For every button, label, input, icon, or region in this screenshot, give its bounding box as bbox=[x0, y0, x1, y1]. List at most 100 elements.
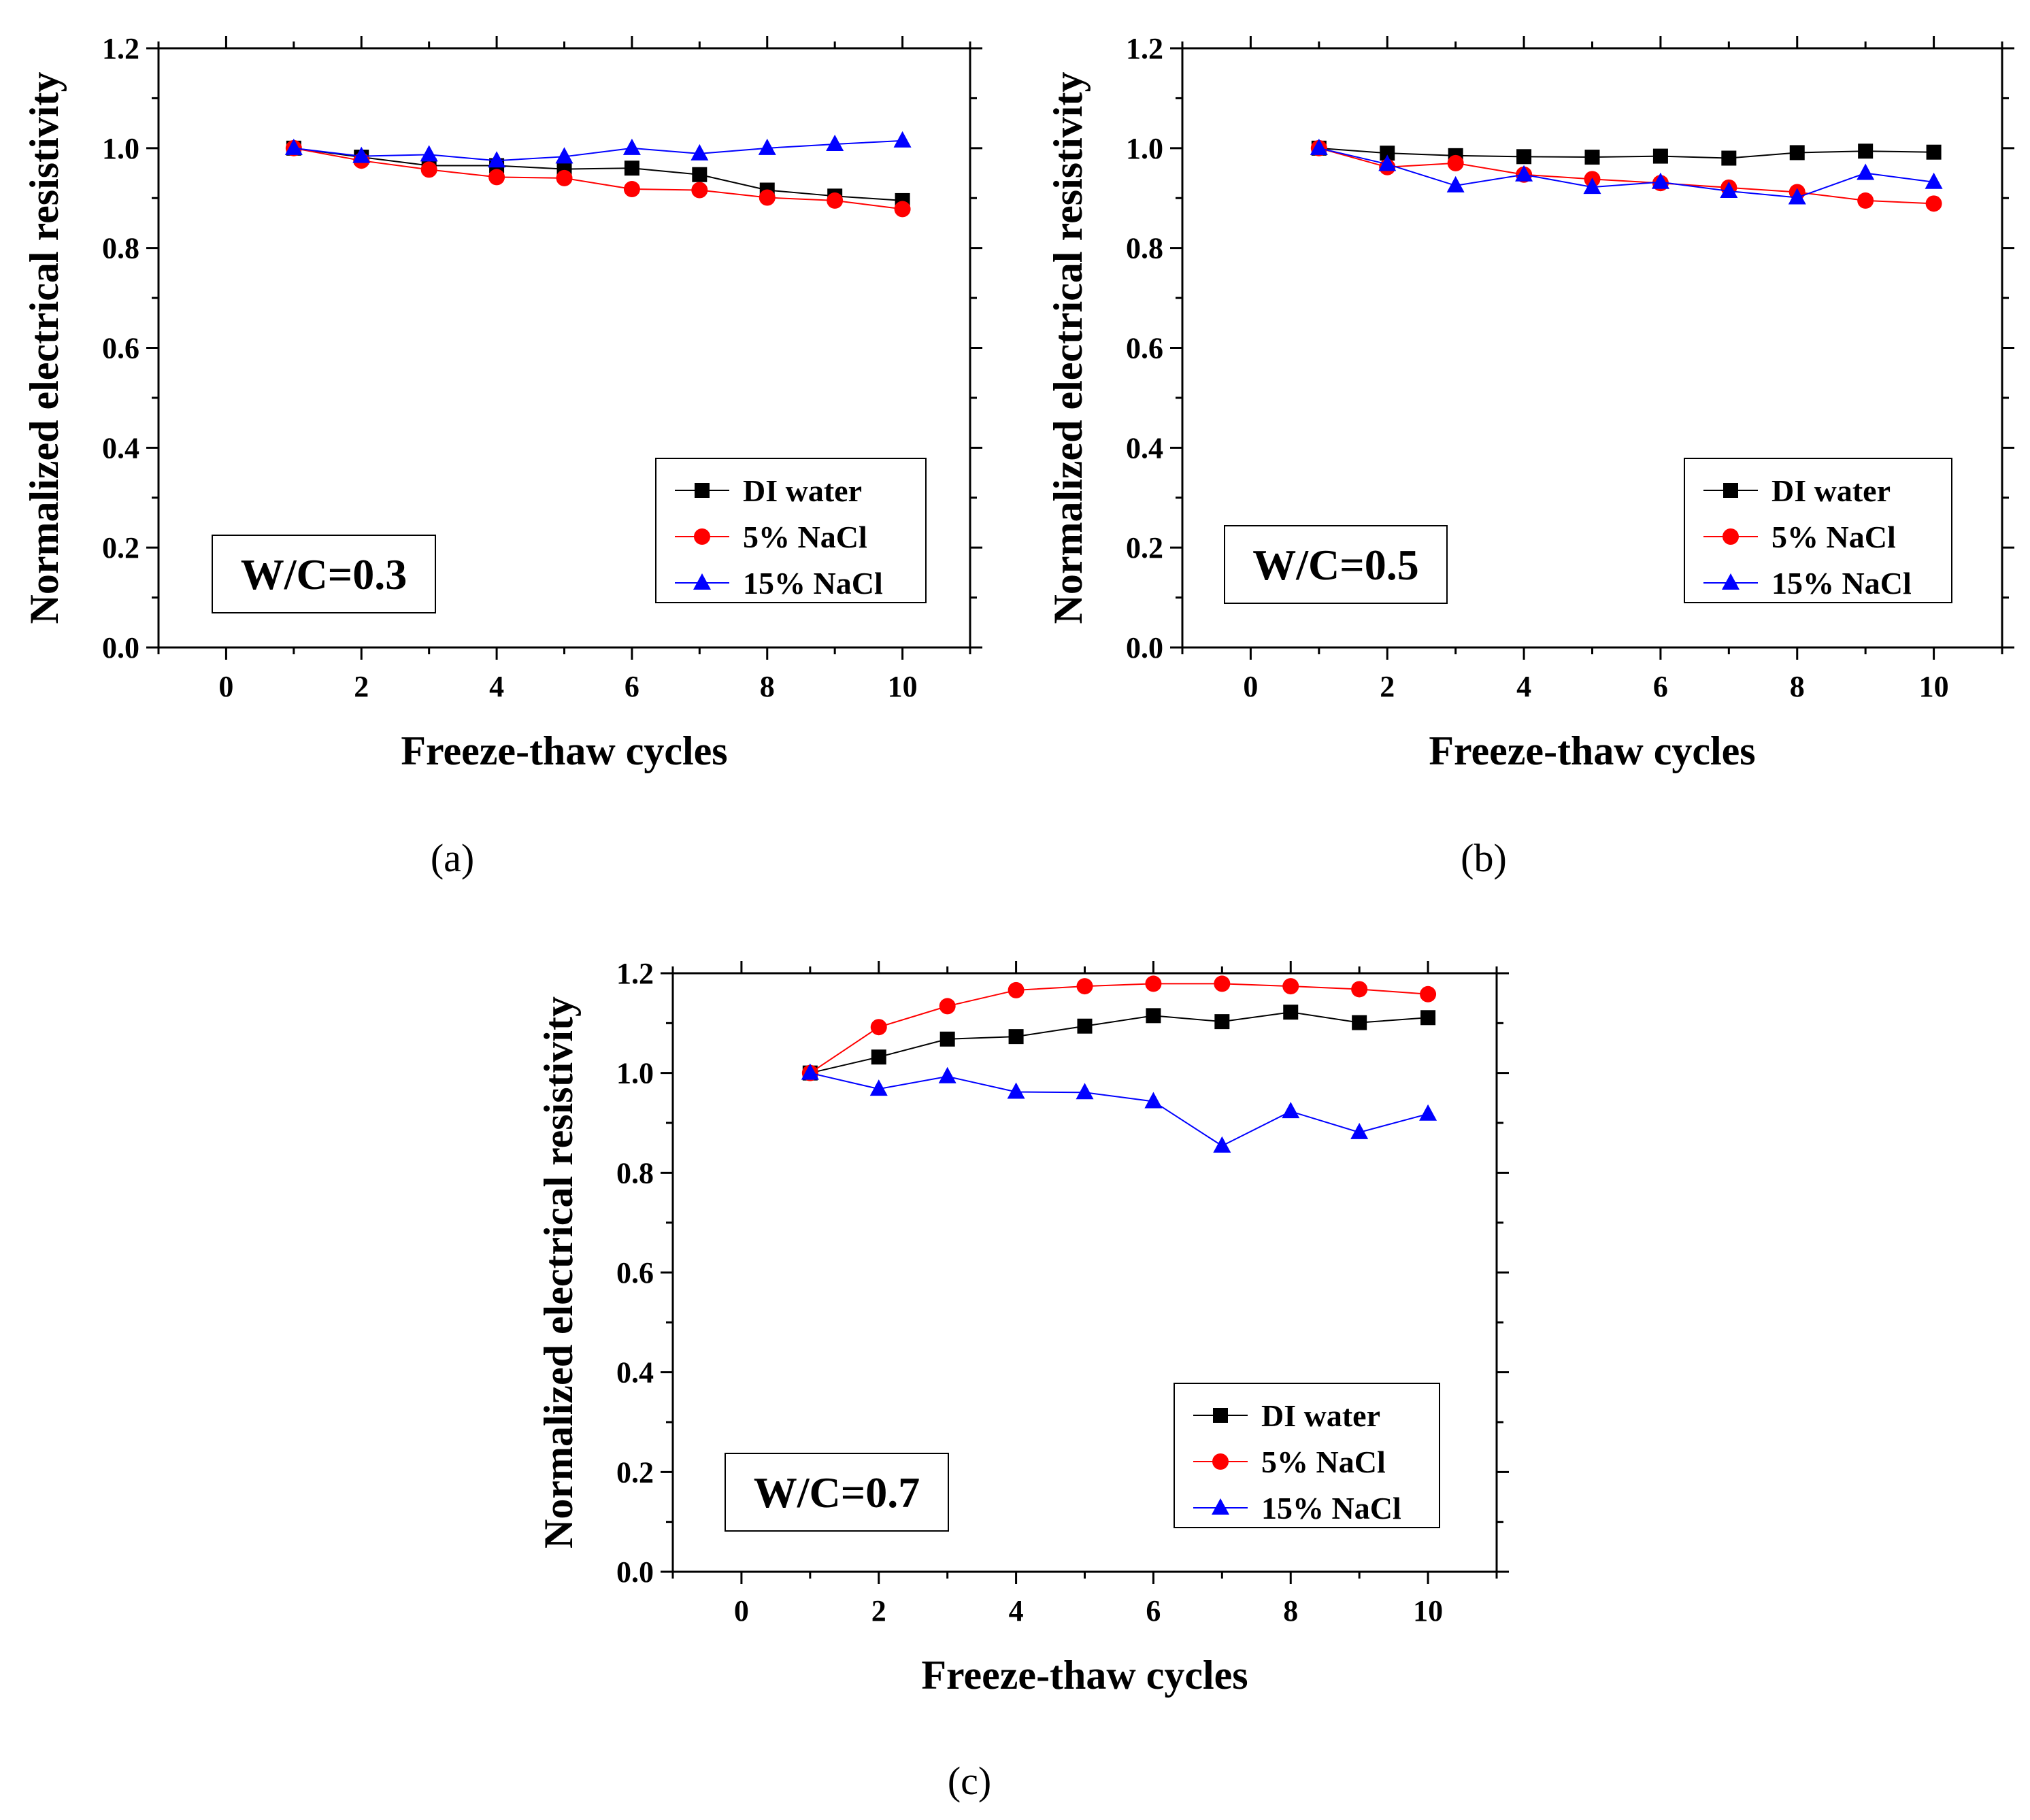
data-point-15-nacl bbox=[1310, 138, 1328, 155]
series-line-15-nacl bbox=[293, 139, 903, 162]
y-tick-label: 0.8 bbox=[102, 232, 139, 265]
panel-label: (b) bbox=[1461, 836, 1507, 880]
legend-label: DI water bbox=[1261, 1398, 1380, 1433]
x-tick-label: 0 bbox=[734, 1594, 749, 1628]
data-point-15-nacl bbox=[826, 134, 844, 151]
x-tick-label: 4 bbox=[1516, 670, 1531, 703]
y-axis-label: Normalized electrical resistivity bbox=[1046, 72, 1091, 624]
y-tick-label: 0.2 bbox=[1126, 531, 1163, 564]
data-point-15-nacl bbox=[1213, 1136, 1231, 1153]
x-axis-label: Freeze-thaw cycles bbox=[1429, 728, 1755, 773]
legend-marker bbox=[1212, 1453, 1229, 1470]
x-tick-label: 4 bbox=[489, 670, 504, 703]
data-point-di-water bbox=[939, 1031, 955, 1047]
y-tick-label: 1.2 bbox=[616, 957, 654, 990]
series-line-di-water bbox=[293, 147, 903, 201]
data-point-di-water bbox=[1008, 1029, 1024, 1045]
x-tick-label: 6 bbox=[1653, 670, 1668, 703]
x-tick-label: 2 bbox=[1380, 670, 1395, 703]
x-tick-label: 0 bbox=[218, 670, 233, 703]
data-point-5-nacl bbox=[939, 998, 956, 1015]
y-tick-label: 1.0 bbox=[102, 132, 139, 165]
data-point-di-water bbox=[1380, 146, 1395, 161]
legend-label: 15% NaCl bbox=[743, 566, 883, 601]
legend-label: 15% NaCl bbox=[1771, 566, 1912, 601]
wc-annotation: W/C=0.7 bbox=[754, 1468, 920, 1517]
data-point-15-nacl bbox=[1350, 1122, 1369, 1139]
data-point-di-water bbox=[1858, 144, 1874, 159]
wc-annotation: W/C=0.3 bbox=[241, 550, 407, 599]
y-tick-label: 1.0 bbox=[1126, 132, 1163, 165]
data-point-15-nacl bbox=[1788, 188, 1806, 205]
x-tick-label: 10 bbox=[1413, 1594, 1443, 1628]
wc-annotation-box bbox=[725, 1453, 949, 1532]
data-point-5-nacl bbox=[1925, 195, 1942, 212]
x-tick-label: 6 bbox=[1146, 1594, 1161, 1628]
x-tick-label: 0 bbox=[1243, 670, 1258, 703]
y-tick-label: 0.4 bbox=[1126, 431, 1163, 465]
series-line-15-nacl bbox=[810, 1072, 1429, 1147]
data-point-di-water bbox=[1721, 150, 1737, 166]
wc-annotation: W/C=0.5 bbox=[1252, 541, 1418, 589]
data-point-15-nacl bbox=[1857, 163, 1875, 180]
x-tick-label: 8 bbox=[1790, 670, 1805, 703]
y-tick-label: 0.0 bbox=[616, 1555, 654, 1589]
y-tick-label: 0.8 bbox=[616, 1156, 654, 1190]
data-point-15-nacl bbox=[420, 145, 438, 162]
data-point-5-nacl bbox=[1351, 981, 1368, 998]
data-point-5-nacl bbox=[1282, 978, 1299, 995]
wc-annotation-box bbox=[212, 535, 436, 613]
data-point-15-nacl bbox=[284, 138, 303, 155]
y-tick-label: 0.0 bbox=[1126, 631, 1163, 664]
data-point-15-nacl bbox=[869, 1079, 888, 1096]
data-point-15-nacl bbox=[1007, 1082, 1025, 1099]
legend-marker bbox=[1212, 1498, 1229, 1515]
data-point-di-water bbox=[871, 1049, 886, 1065]
data-point-5-nacl bbox=[1008, 981, 1025, 998]
series-line-5-nacl bbox=[1318, 147, 1934, 205]
data-point-di-water bbox=[1652, 148, 1668, 164]
data-point-di-water bbox=[1077, 1018, 1093, 1034]
panel-label: (c) bbox=[948, 1759, 991, 1803]
data-point-5-nacl bbox=[827, 192, 844, 209]
legend-label: 5% NaCl bbox=[1261, 1445, 1386, 1479]
series-line-di-water bbox=[810, 1011, 1429, 1074]
data-point-15-nacl bbox=[1925, 172, 1943, 189]
data-point-15-nacl bbox=[1144, 1092, 1163, 1109]
legend-marker bbox=[1722, 573, 1740, 590]
wc-annotation-box bbox=[1224, 525, 1448, 604]
x-axis-label: Freeze-thaw cycles bbox=[921, 1653, 1248, 1698]
data-point-5-nacl bbox=[1420, 985, 1437, 1002]
data-point-15-nacl bbox=[555, 147, 573, 164]
legend-marker bbox=[694, 528, 710, 545]
data-point-15-nacl bbox=[352, 146, 371, 163]
data-point-15-nacl bbox=[1419, 1104, 1437, 1121]
legend-label: 5% NaCl bbox=[1771, 520, 1896, 554]
data-point-di-water bbox=[1789, 145, 1805, 161]
panel-label: (a) bbox=[431, 836, 474, 880]
x-tick-label: 2 bbox=[871, 1594, 886, 1628]
data-point-15-nacl bbox=[938, 1066, 956, 1083]
data-point-5-nacl bbox=[691, 182, 708, 199]
y-tick-label: 0.6 bbox=[102, 332, 139, 365]
x-tick-label: 2 bbox=[354, 670, 369, 703]
legend-marker bbox=[693, 573, 711, 590]
data-point-5-nacl bbox=[488, 169, 505, 186]
data-point-5-nacl bbox=[1145, 975, 1162, 992]
y-tick-label: 0.2 bbox=[102, 531, 139, 564]
data-point-15-nacl bbox=[690, 144, 709, 161]
y-tick-label: 0.8 bbox=[1126, 232, 1163, 265]
data-point-di-water bbox=[624, 161, 639, 176]
series-line-15-nacl bbox=[1318, 147, 1934, 199]
data-point-5-nacl bbox=[1857, 192, 1874, 209]
data-point-di-water bbox=[1420, 1010, 1436, 1026]
legend-label: DI water bbox=[743, 473, 862, 508]
data-point-15-nacl bbox=[1583, 178, 1601, 195]
legend-marker bbox=[1723, 483, 1738, 498]
data-point-15-nacl bbox=[1720, 181, 1738, 198]
data-point-15-nacl bbox=[1378, 154, 1397, 171]
chart-panel-c: 0 2 4 6 8 10 0.0 0.2 0.4 0.6 0.8 1.0 1.2 Freeze-thaw … bbox=[536, 957, 1509, 1803]
data-point-5-nacl bbox=[623, 181, 640, 198]
series-line-5-nacl bbox=[810, 983, 1429, 1074]
